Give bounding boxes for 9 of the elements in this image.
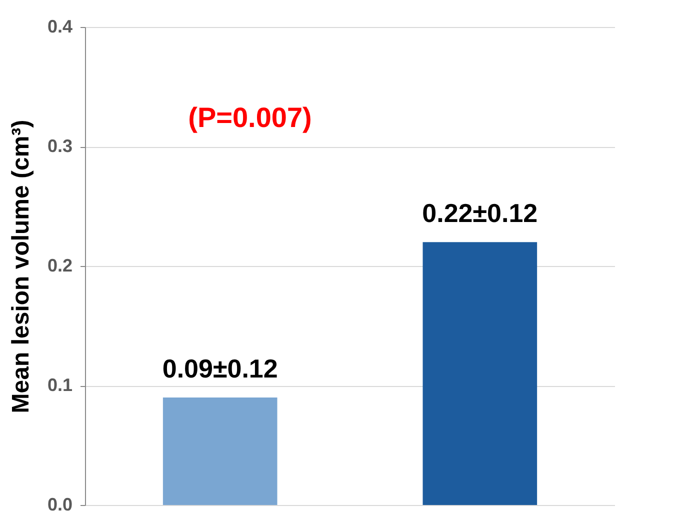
- data-label: 0.22±0.12: [422, 198, 538, 228]
- y-tick-label: 0.1: [47, 375, 72, 395]
- annotation: (P=0.007): [188, 102, 312, 133]
- y-tick-label: 0.3: [47, 136, 72, 156]
- y-tick-label: 0.2: [47, 256, 72, 276]
- y-tick-label: 0.0: [47, 494, 72, 514]
- data-label: 0.09±0.12: [162, 353, 278, 384]
- y-tick-label: 0.4: [47, 16, 72, 36]
- y-axis-title: Mean lesion volume (cm³): [7, 120, 34, 414]
